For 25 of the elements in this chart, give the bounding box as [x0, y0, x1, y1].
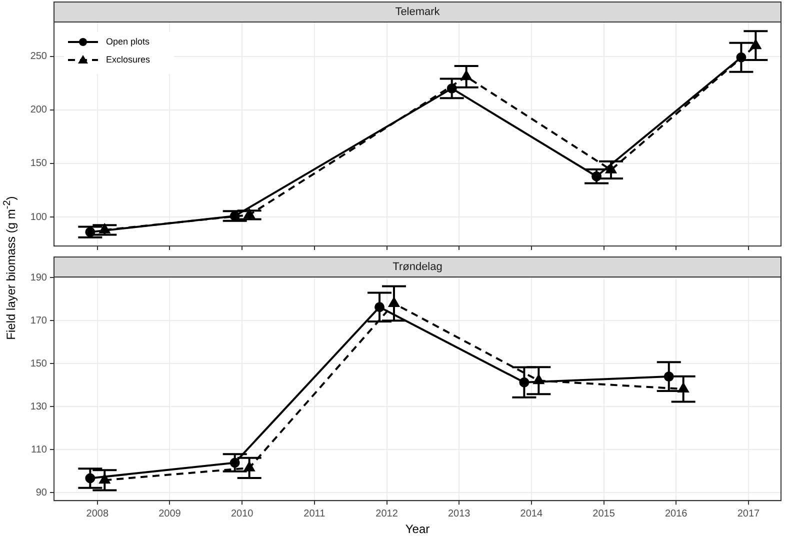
y-tick-label: 150: [30, 358, 48, 370]
x-tick-label: 2011: [304, 508, 326, 520]
x-tick-label: 2014: [520, 508, 543, 520]
y-tick-label: 250: [30, 51, 48, 62]
y-tick-label: 170: [30, 315, 48, 326]
y-tick-label: 150: [30, 158, 48, 170]
x-tick-label: 2013: [448, 508, 471, 520]
y-tick-label: 100: [30, 212, 48, 223]
y-tick-label: 190: [30, 272, 48, 284]
chart-title: Telemark: [395, 6, 440, 18]
x-tick-label: 2010: [230, 508, 254, 520]
x-tick-label: 2015: [592, 508, 616, 520]
legend-label: Exclosures: [106, 54, 151, 64]
y-tick-label: 110: [31, 444, 48, 456]
x-tick-label: 2012: [376, 508, 398, 520]
x-axis-title: Year: [405, 522, 430, 536]
x-tick-label: 2009: [158, 508, 182, 520]
y-tick-label: 200: [30, 104, 48, 116]
y-tick-label: 90: [36, 487, 48, 498]
chart-title: Trøndelag: [392, 261, 442, 274]
x-tick-label: 2016: [664, 508, 688, 520]
x-tick-label: 2008: [86, 508, 109, 520]
legend-label: Open plots: [106, 36, 150, 46]
y-tick-label: 130: [30, 401, 48, 412]
x-tick-label: 2017: [737, 508, 760, 520]
